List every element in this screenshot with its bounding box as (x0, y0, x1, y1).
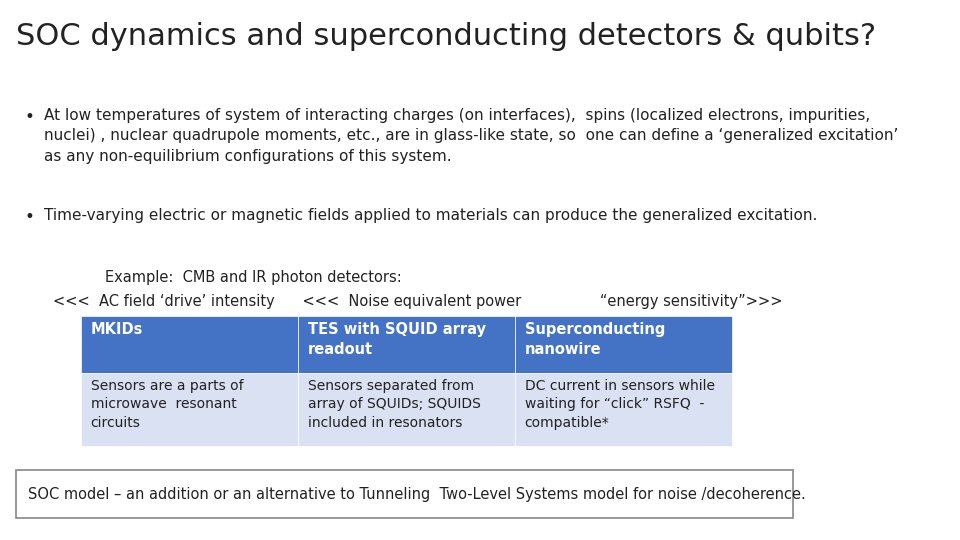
FancyBboxPatch shape (81, 316, 298, 373)
FancyBboxPatch shape (81, 373, 298, 446)
Text: DC current in sensors while
waiting for “click” RSFQ  -
compatible*: DC current in sensors while waiting for … (524, 379, 714, 430)
Text: •: • (24, 208, 35, 226)
Text: •: • (24, 108, 35, 126)
Text: SOC model – an addition or an alternative to Tunneling  Two-Level Systems model : SOC model – an addition or an alternativ… (28, 487, 806, 502)
FancyBboxPatch shape (515, 373, 732, 446)
FancyBboxPatch shape (515, 316, 732, 373)
FancyBboxPatch shape (298, 316, 515, 373)
Text: Example:  CMB and IR photon detectors:: Example: CMB and IR photon detectors: (106, 270, 402, 285)
Text: Superconducting
nanowire: Superconducting nanowire (524, 322, 665, 357)
Text: Sensors are a parts of
microwave  resonant
circuits: Sensors are a parts of microwave resonan… (90, 379, 243, 430)
Text: At low temperatures of system of interacting charges (on interfaces),  spins (lo: At low temperatures of system of interac… (44, 108, 899, 164)
Text: MKIDs: MKIDs (90, 322, 143, 338)
Text: SOC dynamics and superconducting detectors & qubits?: SOC dynamics and superconducting detecto… (16, 22, 876, 51)
Text: <<<  AC field ‘drive’ intensity      <<<  Noise equivalent power                : <<< AC field ‘drive’ intensity <<< Noise… (53, 294, 782, 309)
Text: Time-varying electric or magnetic fields applied to materials can produce the ge: Time-varying electric or magnetic fields… (44, 208, 818, 223)
Text: TES with SQUID array
readout: TES with SQUID array readout (307, 322, 486, 357)
FancyBboxPatch shape (16, 470, 793, 518)
FancyBboxPatch shape (298, 373, 515, 446)
Text: Sensors separated from
array of SQUIDs; SQUIDS
included in resonators: Sensors separated from array of SQUIDs; … (307, 379, 480, 430)
